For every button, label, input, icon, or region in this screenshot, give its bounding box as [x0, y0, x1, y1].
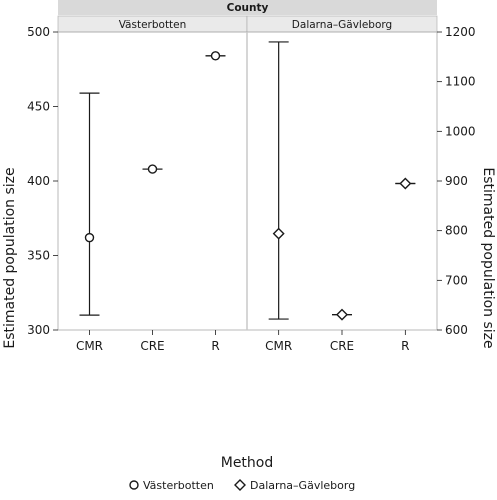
data-point-circle: [210, 51, 221, 61]
right-tick-label: 1200: [445, 25, 476, 39]
legend-circle-marker: [129, 480, 139, 490]
right-tick-label: 1000: [445, 124, 476, 138]
data-point-circle: [147, 164, 158, 174]
x-tick-label: CMR: [265, 339, 292, 353]
legend-diamond-marker: [234, 479, 246, 491]
x-axis-title: Method: [221, 455, 274, 471]
x-tick-label: CRE: [330, 339, 354, 353]
right-axis-title: Estimated population size: [480, 167, 496, 348]
panel-label-dalarna: Dalarna–Gävleborg: [292, 19, 392, 31]
left-tick-label: 450: [27, 100, 50, 114]
data-point-diamond: [399, 177, 412, 190]
right-tick-label: 700: [445, 273, 468, 287]
legend: Västerbotten Dalarna–Gävleborg: [129, 479, 355, 492]
left-tick-label: 300: [27, 323, 50, 337]
left-tick-label: 500: [27, 25, 50, 39]
right-y-axis: 600 700 800 900 1000 1100 1200: [437, 25, 476, 337]
legend-label-dalarna: Dalarna–Gävleborg: [250, 479, 355, 492]
x-tick-label: CRE: [140, 339, 164, 353]
data-point-diamond: [336, 308, 348, 321]
data-point-diamond: [272, 227, 285, 240]
x-axis: CMR CRE R CMR CRE R: [76, 330, 410, 353]
legend-label-vasterbotten: Västerbotten: [143, 479, 214, 492]
right-tick-label: 900: [445, 174, 468, 188]
left-tick-label: 400: [27, 174, 50, 188]
panel-label-vasterbotten: Västerbotten: [119, 19, 187, 31]
facet-title-strip: [58, 0, 437, 15]
x-tick-label: R: [211, 339, 219, 353]
left-y-axis: 300 350 400 450 500: [27, 25, 58, 337]
left-axis-title: Estimated population size: [2, 167, 18, 348]
data-marks: [79, 41, 416, 321]
right-tick-label: 600: [445, 323, 468, 337]
facet-title: County: [227, 2, 269, 14]
left-tick-label: 350: [27, 249, 50, 263]
x-tick-label: R: [401, 339, 409, 353]
x-tick-label: CMR: [76, 339, 103, 353]
right-tick-label: 1100: [445, 75, 476, 89]
right-tick-label: 800: [445, 224, 468, 238]
data-point-circle: [84, 232, 95, 243]
